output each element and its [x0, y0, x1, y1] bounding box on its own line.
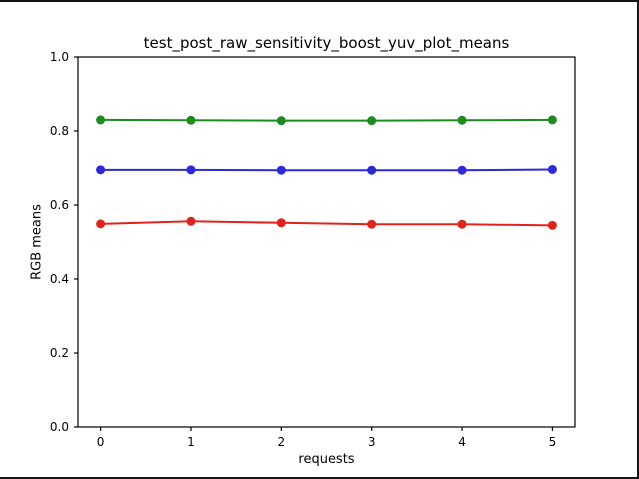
frame-top-edge: [0, 0, 639, 2]
frame-bottom-edge: [0, 477, 639, 479]
red-marker: [186, 216, 196, 226]
red-marker: [96, 219, 106, 229]
y-tick-label: 1.0: [50, 50, 69, 64]
x-tick-label: 5: [549, 435, 557, 449]
frame-right-edge: [637, 0, 639, 479]
green-marker: [276, 116, 286, 126]
red-marker: [457, 219, 467, 229]
x-tick-label: 3: [368, 435, 376, 449]
green-marker: [547, 115, 557, 125]
green-marker: [367, 116, 377, 126]
red-marker: [367, 219, 377, 229]
x-tick-label: 4: [458, 435, 466, 449]
blue-marker: [547, 164, 557, 174]
axes-box: [77, 56, 576, 428]
y-tick-label: 0.0: [50, 420, 69, 434]
green-marker: [186, 115, 196, 125]
blue-marker: [96, 165, 106, 175]
y-axis-label: RGB means: [29, 204, 45, 280]
green-marker: [457, 115, 467, 125]
x-tick-label: 0: [97, 435, 105, 449]
x-tick-label: 2: [277, 435, 285, 449]
green-line: [100, 118, 553, 122]
blue-marker: [186, 165, 196, 175]
green-marker: [96, 115, 106, 125]
y-tick-label: 0.2: [50, 346, 69, 360]
x-tick-label: 1: [187, 435, 195, 449]
x-axis-label: requests: [298, 452, 355, 467]
y-tick-label: 0.4: [50, 272, 69, 286]
chart-title: test_post_raw_sensitivity_boost_yuv_plot…: [143, 34, 510, 52]
y-tick-label: 0.6: [50, 198, 69, 212]
red-marker: [547, 220, 557, 230]
blue-marker: [457, 165, 467, 175]
blue-line: [100, 168, 553, 172]
blue-marker: [367, 165, 377, 175]
y-tick-label: 0.8: [50, 124, 69, 138]
red-line: [100, 220, 553, 227]
blue-marker: [276, 165, 286, 175]
red-marker: [276, 218, 286, 228]
